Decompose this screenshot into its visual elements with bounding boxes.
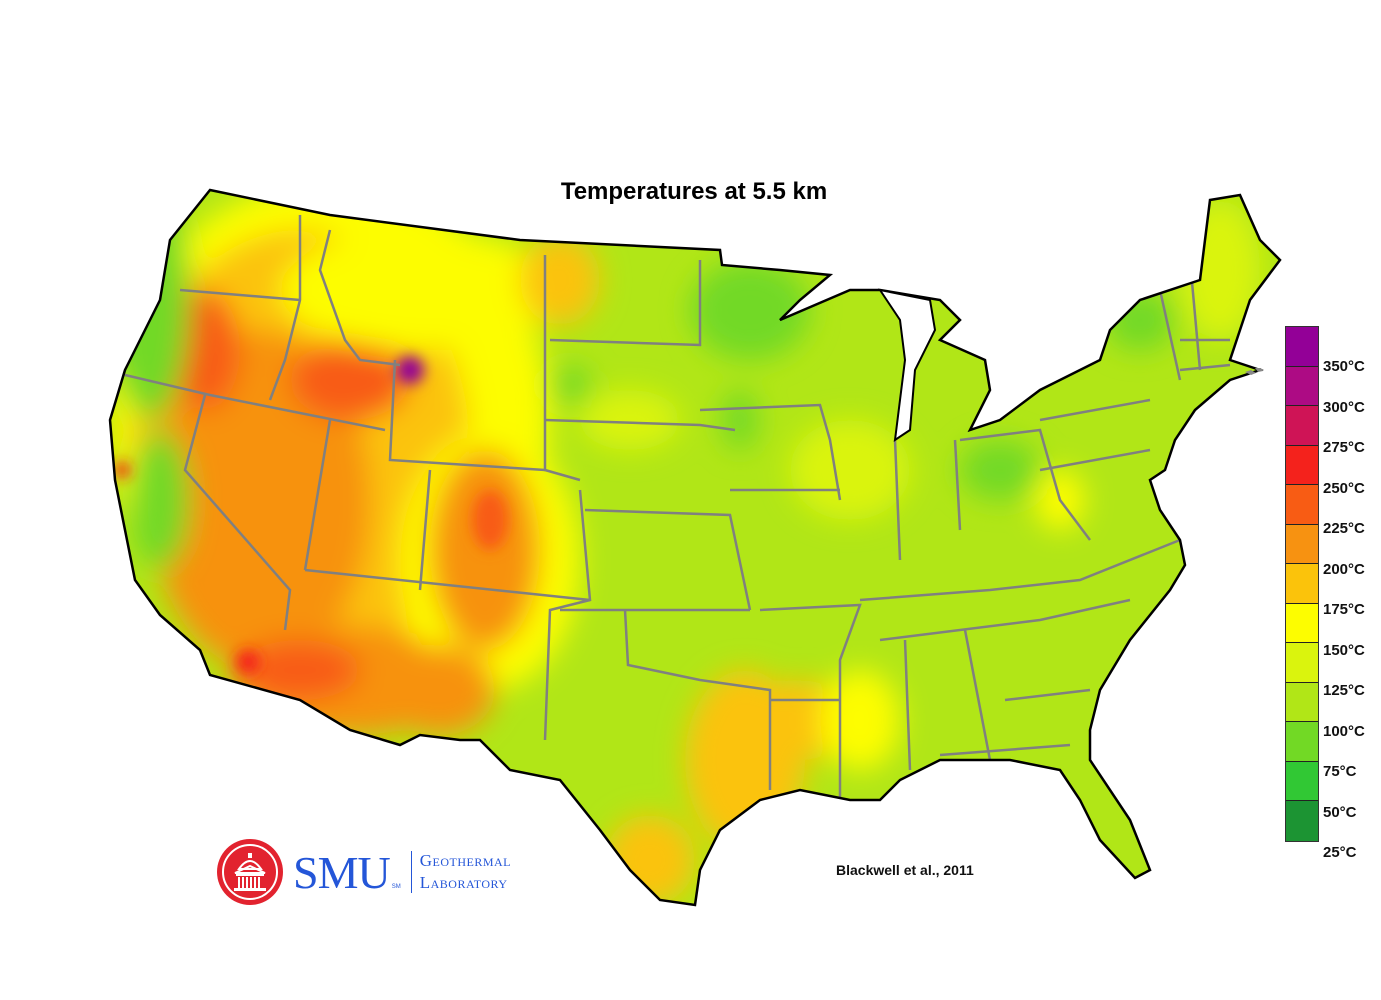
- legend-swatch-25: [1286, 801, 1318, 841]
- lab-name-line2: Laboratory: [419, 873, 508, 892]
- legend-label: 275°C: [1323, 439, 1365, 456]
- lab-name-line1: Geothermal: [419, 851, 511, 870]
- legend-swatch-200: [1286, 524, 1318, 564]
- legend-label: 50°C: [1323, 804, 1357, 821]
- legend-label: 225°C: [1323, 520, 1365, 537]
- color-scale-legend: [1285, 326, 1319, 842]
- legend-label: 125°C: [1323, 682, 1365, 699]
- legend-label: 300°C: [1323, 399, 1365, 416]
- legend-swatch-125: [1286, 643, 1318, 683]
- legend-swatch-275: [1286, 406, 1318, 446]
- legend-swatch-300: [1286, 366, 1318, 406]
- legend-swatch-175: [1286, 564, 1318, 604]
- legend-label: 150°C: [1323, 642, 1365, 659]
- legend-label: 175°C: [1323, 601, 1365, 618]
- legend-label: 250°C: [1323, 480, 1365, 497]
- legend-swatch-100: [1286, 682, 1318, 722]
- smu-wordmark: SMU: [293, 846, 391, 898]
- legend-swatch-150: [1286, 603, 1318, 643]
- legend-label: 25°C: [1323, 844, 1357, 861]
- legend-swatch-50: [1286, 761, 1318, 801]
- smu-trademark: SM: [391, 884, 401, 890]
- legend-swatch-225: [1286, 485, 1318, 525]
- map-title: Temperatures at 5.5 km: [560, 178, 828, 205]
- legend-label: 75°C: [1323, 763, 1357, 780]
- legend-label: 350°C: [1323, 358, 1365, 375]
- legend-label: 100°C: [1323, 723, 1365, 740]
- source-credit: Blackwell et al., 2011: [836, 862, 974, 878]
- legend-swatch-75: [1286, 722, 1318, 762]
- smu-dallas-hall-seal-icon: [217, 839, 283, 905]
- lab-name: Geothermal Laboratory: [420, 850, 511, 894]
- legend-swatch-250: [1286, 445, 1318, 485]
- logo-divider: [410, 851, 412, 893]
- legend-swatch-350: [1286, 327, 1318, 367]
- legend-label: 200°C: [1323, 561, 1365, 578]
- smu-geothermal-lab-logo: SMU SM Geothermal Laboratory: [217, 838, 511, 906]
